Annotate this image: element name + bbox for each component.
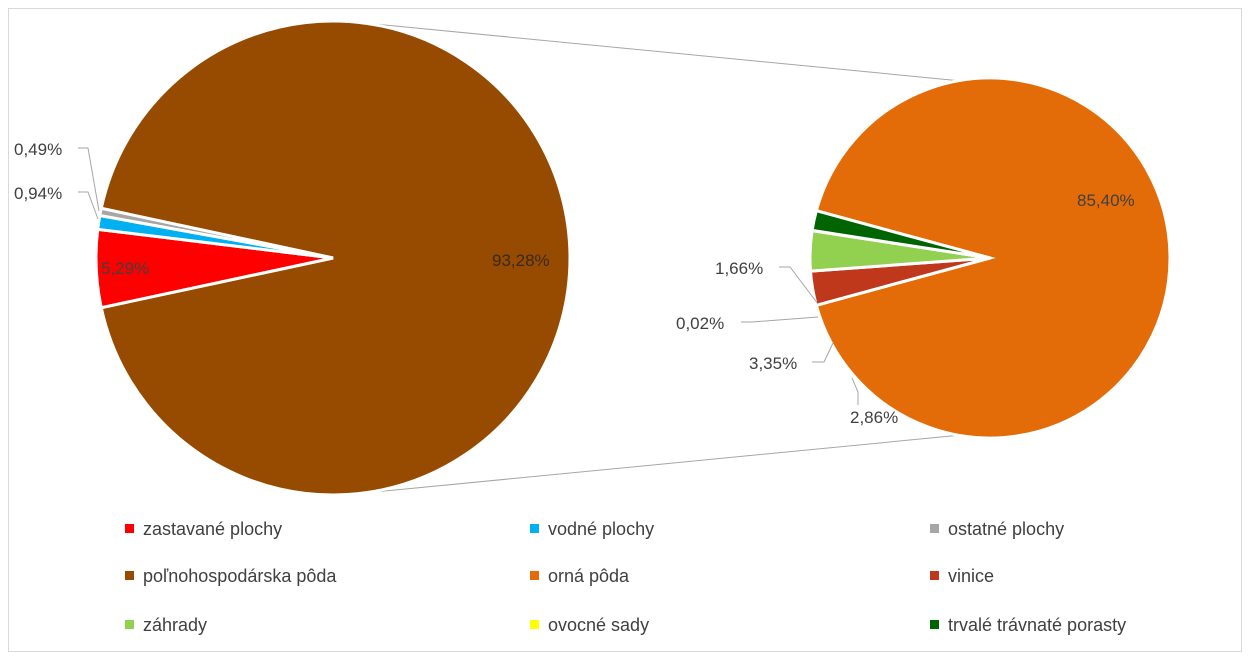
legend-item-zahrady: záhrady bbox=[125, 615, 207, 635]
leader-zahrady bbox=[812, 342, 834, 363]
secondary-label-ovocne-sady: 0,02% bbox=[676, 314, 724, 333]
secondary-label-trvale-travnate-porasty: 1,66% bbox=[715, 259, 763, 278]
legend-item-polnohospodarska-poda: poľnohospodárska pôda bbox=[125, 566, 337, 586]
main-pie bbox=[94, 19, 572, 497]
legend-swatch bbox=[530, 571, 539, 580]
main-label-zastavane-plochy: 5,29% bbox=[101, 259, 149, 278]
leader-ovocne-sady bbox=[741, 316, 819, 323]
legend-label: ostatné plochy bbox=[948, 519, 1064, 539]
legend-item-vodne-plochy: vodné plochy bbox=[530, 519, 654, 539]
legend-item-zastavane-plochy: zastavané plochy bbox=[125, 519, 282, 539]
secondary-slice-trvale-travnate-porasty bbox=[810, 208, 991, 260]
legend-item-ovocne-sady: ovocné sady bbox=[530, 615, 649, 635]
label-leader-lines bbox=[78, 147, 859, 405]
legend-label: záhrady bbox=[143, 615, 207, 635]
legend-label: orná pôda bbox=[548, 566, 630, 586]
secondary-label-orna-poda: 85,40% bbox=[1077, 191, 1135, 210]
legend-label: ovocné sady bbox=[548, 615, 649, 635]
legend-swatch bbox=[125, 620, 134, 629]
legend: zastavané plochy vodné plochy ostatné ploc… bbox=[125, 519, 1126, 635]
connector-line-bottom bbox=[349, 434, 959, 495]
legend-swatch bbox=[930, 524, 939, 533]
main-label-ostatne-plochy: 0,49% bbox=[14, 140, 62, 159]
legend-swatch bbox=[530, 620, 539, 629]
main-slice-ostatne-plochy bbox=[98, 206, 334, 260]
secondary-label-zahrady: 3,35% bbox=[749, 354, 797, 373]
connector-line-top bbox=[349, 21, 959, 82]
legend-item-vinice: vinice bbox=[930, 566, 994, 586]
legend-item-ostatne-plochy: ostatné plochy bbox=[930, 519, 1064, 539]
legend-label: vodné plochy bbox=[548, 519, 654, 539]
legend-swatch bbox=[125, 571, 134, 580]
leader-trvale-travnate-porasty bbox=[779, 266, 819, 305]
legend-item-orna-poda: orná pôda bbox=[530, 566, 630, 586]
legend-swatch bbox=[930, 620, 939, 629]
legend-label: zastavané plochy bbox=[143, 519, 282, 539]
leader-vinice bbox=[851, 377, 859, 405]
legend-label: poľnohospodárska pôda bbox=[143, 566, 337, 586]
main-slice-polnohospodarska-poda bbox=[99, 19, 572, 497]
secondary-slice-orna-poda bbox=[814, 76, 1172, 440]
legend-swatch bbox=[125, 524, 134, 533]
leader-ostatne-plochy bbox=[78, 147, 100, 212]
connector-lines bbox=[349, 21, 959, 495]
main-label-vodne-plochy: 0,94% bbox=[14, 184, 62, 203]
main-label-polnohospodarska-poda: 93,28% bbox=[492, 251, 550, 270]
leader-vodne-plochy bbox=[78, 191, 99, 220]
secondary-label-vinice: 2,86% bbox=[850, 408, 898, 427]
legend-swatch bbox=[930, 571, 939, 580]
legend-label: vinice bbox=[948, 566, 994, 586]
legend-label: trvalé trávnaté porasty bbox=[948, 615, 1126, 635]
legend-item-trvale-travnate-porasty: trvalé trávnaté porasty bbox=[930, 615, 1126, 635]
data-labels: 93,28% 5,29% 0,94% 0,49% 85,40% 2,86% 3,35% 0,0… bbox=[14, 140, 1135, 427]
secondary-pie bbox=[808, 76, 1172, 440]
legend-swatch bbox=[530, 524, 539, 533]
